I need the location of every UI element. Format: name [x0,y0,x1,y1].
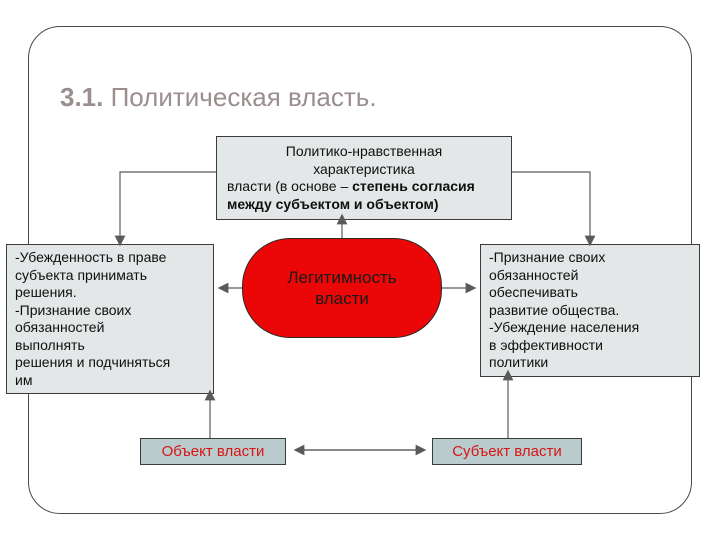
right-subject-box: -Признание своих обязанностей обеспечива… [480,244,700,377]
top-characteristic-box: Политико-нравственная характеристика вла… [216,136,512,220]
center-line2: власти [287,288,396,309]
right-l1: -Признание своих [489,249,691,267]
topbox-line3b: степень согласия [352,178,475,194]
left-l7: решения и подчиняться [15,354,205,372]
left-l6: выполнять [15,337,205,355]
right-l4: развитие общества. [489,302,691,320]
topbox-line1: Политико-нравственная [227,143,501,161]
left-l5: обязанностей [15,319,205,337]
topbox-line3a: власти (в основе – [227,178,352,194]
left-l8: им [15,372,205,390]
subject-label-box: Субъект власти [432,438,582,465]
right-l2: обязанностей [489,267,691,285]
title-number: 3.1. [60,82,103,112]
left-l2: субъекта принимать [15,267,205,285]
center-line1: Легитимность [287,267,396,288]
slide-title: 3.1. Политическая власть. [60,82,377,113]
topbox-line2: характеристика [227,161,501,179]
subject-label: Субъект власти [452,443,562,460]
title-dot: . [369,82,376,112]
left-l1: -Убежденность в праве [15,249,205,267]
right-l5: -Убеждение населения [489,319,691,337]
object-label: Объект власти [162,443,265,460]
left-l4: -Признание своих [15,302,205,320]
title-text: Политическая власть [111,82,370,112]
center-legitimacy: Легитимность власти [242,238,442,338]
topbox-line4: между субъектом и объектом) [227,196,501,214]
right-l6: в эффективности [489,337,691,355]
object-label-box: Объект власти [140,438,286,465]
left-l3: решения. [15,284,205,302]
left-object-box: -Убежденность в праве субъекта принимать… [6,244,214,394]
right-l7: политики [489,354,691,372]
right-l3: обеспечивать [489,284,691,302]
topbox-line3: власти (в основе – степень согласия [227,178,501,196]
